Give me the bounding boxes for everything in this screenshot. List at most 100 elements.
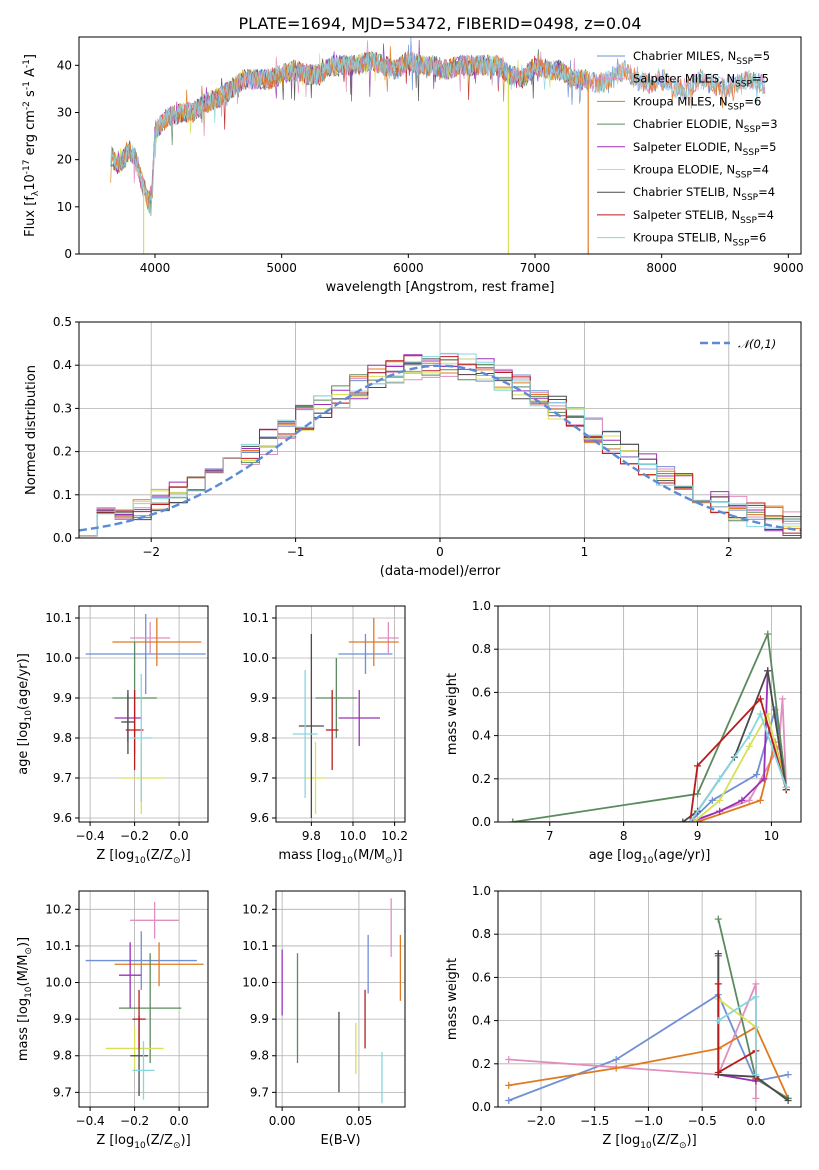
weight-marker [760,775,768,783]
x-tick-label: −2 [142,545,160,559]
plot-area [79,352,801,538]
weight-series-line [682,667,788,822]
x-axis-label: age [log10​(age/yr)] [589,848,711,866]
y-tick-label: 10.2 [242,902,269,916]
x-tick-label: 9.8 [302,829,321,843]
y-tick-label: 10.1 [45,611,72,625]
x-axis-label: Z [log10​(Z/Z⊙​)] [602,1133,696,1151]
y-tick-label: 0.1 [53,488,72,502]
legend-entry: Salpeter STELIB, NSSP​=4 [633,208,774,226]
plot-area [292,618,399,818]
x-tick-label: 0.0 [746,1114,765,1128]
x-tick-label: 10 [764,829,779,843]
weight-marker [752,1094,760,1102]
y-tick-label: 9.9 [53,691,72,705]
x-tick-label: 1 [581,545,589,559]
plot-area [85,614,206,814]
y-tick-label: 0.3 [53,401,72,415]
y-tick-label: 9.8 [250,1049,269,1063]
x-tick-label: −0.4 [76,829,105,843]
y-tick-label: 0.5 [53,315,72,329]
weight-series-line [717,918,789,1100]
weight-marker [714,915,722,923]
y-axis-label: mass [log10​(M/M⊙​)] [16,937,34,1061]
x-tick-label: 7 [546,829,554,843]
weight-marker [745,732,753,740]
x-tick-label: 9 [694,829,702,843]
y-tick-label: 9.8 [53,731,72,745]
histogram-series [79,355,801,538]
plot-area [85,901,204,1100]
y-axis-label: mass weight [445,673,460,755]
weight-marker [764,667,772,675]
y-axis-label: Normed distribution [24,365,39,495]
axes-frame [78,36,802,255]
weight-marker [756,796,764,804]
legend-entry: Chabrier MILES, NSSP​=5 [633,49,770,67]
weight-marker [745,742,753,750]
x-axis-label: Z [log10​(Z/Z⊙​)] [96,848,190,866]
y-tick-label: 9.8 [53,1049,72,1063]
y-tick-label: 9.7 [250,1085,269,1099]
y-tick-label: 10 [57,200,72,214]
axes-frame [275,890,406,1108]
weight-marker [686,818,694,822]
legend-entry: 𝒩(0,1) [738,337,776,351]
weight-marker [716,796,724,804]
y-tick-label: 0.0 [472,815,491,829]
x-tick-label: 2 [725,545,733,559]
y-tick-label: 10.0 [45,976,72,990]
plot-area [505,915,792,1105]
y-tick-label: 9.6 [53,811,72,825]
y-tick-label: 9.6 [250,811,269,825]
weight-marker [612,1055,620,1063]
weight-marker [679,818,687,822]
axes-frame [275,605,406,823]
x-tick-label: −1.0 [634,1114,663,1128]
x-tick-label: 5000 [266,261,297,275]
x-tick-label: 6000 [393,261,424,275]
axes-frame [497,605,802,823]
y-tick-label: 10.0 [242,976,269,990]
mass-weight-vs-age-panel: 7 8 9 10 0.0 0.2 0.4 0.6 0.8 1.0 age [log10​(age/y… [445,599,802,866]
mass-vs-EBV-panel: 0.00 0.05 9.7 9.8 9.9 10.0 10.1 10.2 E(B-V) [242,890,406,1148]
y-tick-label: 9.7 [53,771,72,785]
weight-marker [716,775,724,783]
weight-marker [714,950,722,958]
legend-entry: Kroupa STELIB, NSSP​=6 [633,231,766,249]
y-tick-label: 0.8 [472,927,491,941]
weight-series-line [689,697,788,822]
figure-title: PLATE=1694, MJD=53472, FIBERID=0498, z=0… [238,14,641,33]
y-tick-label: 9.9 [250,691,269,705]
x-tick-label: −2.0 [526,1114,555,1128]
weight-series-line [512,630,788,822]
y-tick-label: 0.0 [472,1100,491,1114]
y-axis-label: Flux [fλ​10-17​ erg cm-2​ s-1​ A-1​] [22,54,41,237]
age-vs-Z-panel: −0.4 −0.2 0.0 9.6 9.7 9.8 9.9 10.0 10.1 Z [log10​… [16,605,209,866]
x-tick-label: 0 [436,545,444,559]
y-axis-label: mass weight [445,958,460,1040]
x-tick-label: 8 [620,829,628,843]
y-tick-label: 10.2 [45,902,72,916]
weight-marker [694,790,702,798]
weight-series-line [689,670,769,822]
y-tick-label: 1.0 [472,884,491,898]
x-tick-label: 0.00 [269,1114,296,1128]
legend-entry: Salpeter MILES, NSSP​=5 [633,72,769,90]
y-tick-label: 0.4 [472,1014,491,1028]
weight-marker [738,796,746,804]
weight-marker [784,1097,792,1105]
y-tick-label: 20 [57,153,72,167]
legend-entry: Salpeter ELODIE, NSSP​=5 [633,140,776,158]
spectrum-line [110,50,766,213]
x-axis-label: wavelength [Angstrom, rest frame] [326,280,555,295]
x-tick-label: −0.5 [688,1114,717,1128]
y-tick-label: 0.4 [472,729,491,743]
y-tick-label: 0.6 [472,685,491,699]
plot-area [110,37,766,254]
weight-marker [756,695,764,703]
y-tick-label: 9.7 [250,771,269,785]
weight-marker [716,807,724,815]
x-axis-label: E(B-V) [320,1133,360,1148]
